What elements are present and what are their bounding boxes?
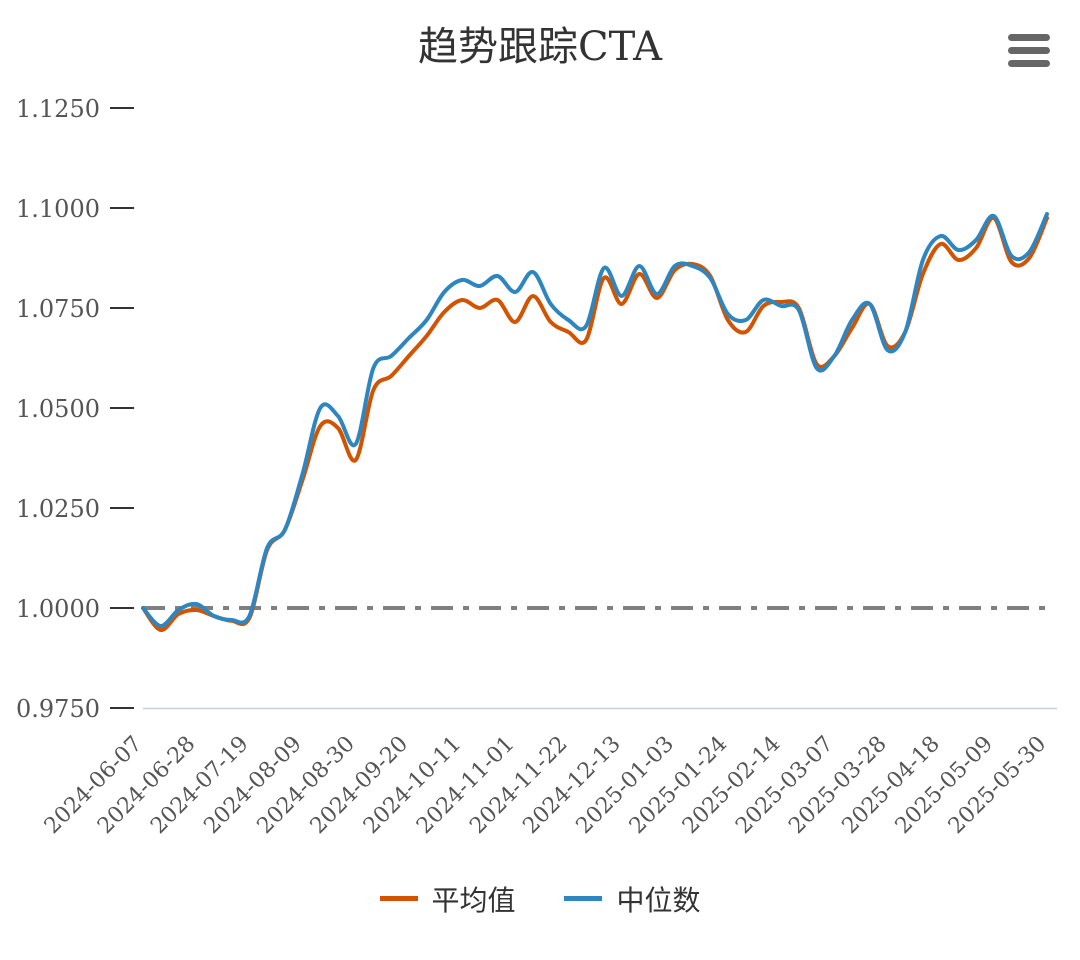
- legend-swatch-mean: [379, 896, 418, 901]
- y-tick-label: 0.9750: [16, 695, 100, 723]
- y-tick-label: 1.0750: [16, 295, 100, 323]
- y-tick-label: 1.0500: [16, 395, 100, 423]
- series-group: [141, 212, 1049, 632]
- hamburger-menu-icon[interactable]: [1008, 32, 1052, 70]
- legend-item-median[interactable]: 中位数: [564, 879, 700, 919]
- y-tick-label: 1.1000: [16, 195, 100, 223]
- legend-label-mean: 平均值: [431, 883, 516, 917]
- x-axis: 2024-06-072024-06-282024-07-192024-08-09…: [40, 707, 1057, 839]
- chart-title: 趋势跟踪CTA: [418, 24, 662, 70]
- series-line-mean: [141, 216, 1049, 632]
- series-line-median: [141, 212, 1049, 628]
- y-tick-label: 1.0000: [16, 595, 100, 623]
- legend: 平均值 中位数: [0, 875, 1080, 919]
- legend-label-median: 中位数: [616, 883, 701, 917]
- y-axis: 1.1250 1.1000 1.0750 1.0500 1.0250 1.0000 0.97…: [16, 95, 134, 723]
- legend-item-mean[interactable]: 平均值: [379, 879, 516, 919]
- y-tick-label: 1.1250: [16, 95, 100, 123]
- legend-swatch-median: [564, 896, 603, 901]
- y-tick-label: 1.0250: [16, 495, 100, 523]
